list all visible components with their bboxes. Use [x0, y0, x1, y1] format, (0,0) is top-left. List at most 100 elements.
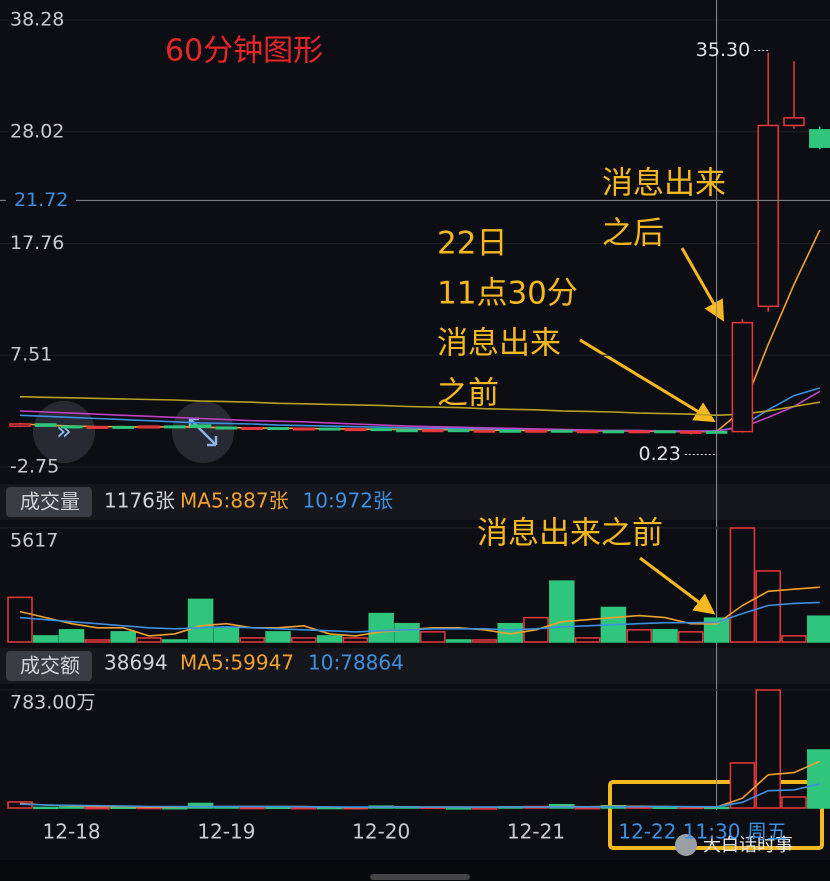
x-tick-label: 12-22 11:30 周五: [618, 820, 786, 844]
bar: [33, 635, 59, 643]
candle-body: [576, 430, 599, 434]
y-tick-label: 783.00万: [10, 692, 95, 714]
annotation: 消息出来之前: [477, 516, 663, 552]
bar: [239, 637, 265, 643]
bar: [291, 637, 317, 643]
ma-line: [19, 229, 821, 433]
y-tick-label: -2.75: [10, 456, 59, 478]
min-label: 0.23: [638, 443, 680, 465]
watermark: 大白话时事: [703, 835, 793, 856]
candle-body: [293, 427, 315, 431]
bar: [58, 806, 85, 809]
candle-body: [318, 427, 341, 431]
candle-body: [112, 425, 134, 429]
readout: MA5:59947: [180, 651, 294, 675]
bar: [213, 627, 240, 643]
bar: [84, 806, 111, 810]
y-tick-label: 28.02: [10, 120, 64, 142]
bar: [729, 527, 756, 643]
readout: 10:78864: [308, 651, 404, 675]
bar: [291, 806, 317, 810]
candle-body: [267, 427, 289, 431]
candle-body: [35, 423, 57, 427]
bar: [781, 635, 807, 643]
arrow: [680, 247, 725, 322]
ma-line: [19, 387, 821, 432]
bar: [342, 637, 369, 643]
wechat-icon: [675, 834, 697, 856]
readout: MA5:887张: [180, 489, 289, 513]
candle-body: [422, 429, 444, 433]
bar: [471, 639, 498, 643]
scroll-left-icon: »: [56, 417, 72, 447]
bar: [626, 629, 652, 643]
candle-body: [654, 430, 676, 434]
crosshair-label-bg: [6, 187, 76, 214]
annotation: 之前: [437, 376, 499, 412]
candle-body: [473, 429, 496, 433]
annotation: 消息出来: [437, 326, 561, 362]
bar: [497, 622, 523, 643]
candle-body: [602, 430, 625, 434]
x-tick-label: 12-21: [507, 820, 565, 844]
bar: [807, 749, 830, 809]
y-tick-label: 5617: [10, 530, 58, 552]
bar: [316, 635, 343, 643]
candle-body: [628, 430, 650, 434]
bar: [187, 802, 214, 809]
candle-body: [370, 428, 392, 432]
arrow: [579, 338, 716, 423]
y-tick-label: 17.76: [10, 232, 64, 254]
candle-body: [241, 427, 263, 431]
bar: [187, 598, 214, 643]
bar: [420, 631, 446, 643]
bar: [678, 631, 704, 643]
max-label: 35.30: [696, 39, 750, 61]
candle-body: [551, 429, 573, 433]
readout: 38694: [104, 651, 168, 675]
candle-body: [809, 129, 830, 148]
bar: [445, 807, 472, 810]
arrow: [639, 556, 716, 615]
bar: [394, 622, 420, 643]
candle-body: [525, 429, 547, 433]
candle-body: [783, 117, 805, 127]
bar: [781, 796, 807, 809]
candle-body: [164, 425, 186, 429]
bar: [445, 639, 472, 643]
candle-body: [189, 424, 212, 428]
bottom-strip: [0, 860, 830, 881]
volume-badge[interactable]: [6, 487, 92, 517]
bar: [549, 580, 575, 643]
amount-title: 成交额: [20, 654, 80, 678]
bar: [574, 637, 601, 643]
candle-body: [60, 425, 83, 429]
volume-header-bg: [0, 484, 830, 520]
bar: [33, 806, 59, 810]
amount-badge[interactable]: [6, 651, 92, 681]
candle-body: [86, 425, 109, 429]
ma-line: [19, 760, 821, 809]
annotation: 消息出来: [602, 166, 726, 202]
ma-line: [19, 783, 820, 808]
annotation: 之后: [602, 216, 664, 252]
annotation: 22日: [437, 226, 507, 262]
bar: [368, 612, 394, 643]
readout: 1176张: [104, 489, 175, 513]
ma-line: [19, 395, 820, 417]
candle-body: [138, 425, 160, 429]
bar: [110, 631, 136, 643]
bar: [755, 570, 781, 643]
crosshair-y-label: 21.72: [14, 189, 68, 211]
bar: [7, 596, 33, 643]
bar: [58, 629, 85, 643]
candle-body: [9, 423, 31, 427]
x-tick-label: 12-20: [352, 820, 410, 844]
bar: [239, 806, 265, 810]
amount-header-bg: [0, 648, 830, 684]
bar: [136, 637, 162, 643]
scroll-handle: [370, 874, 470, 880]
candle-body: [757, 124, 779, 308]
x-tick-label: 12-19: [197, 820, 255, 844]
